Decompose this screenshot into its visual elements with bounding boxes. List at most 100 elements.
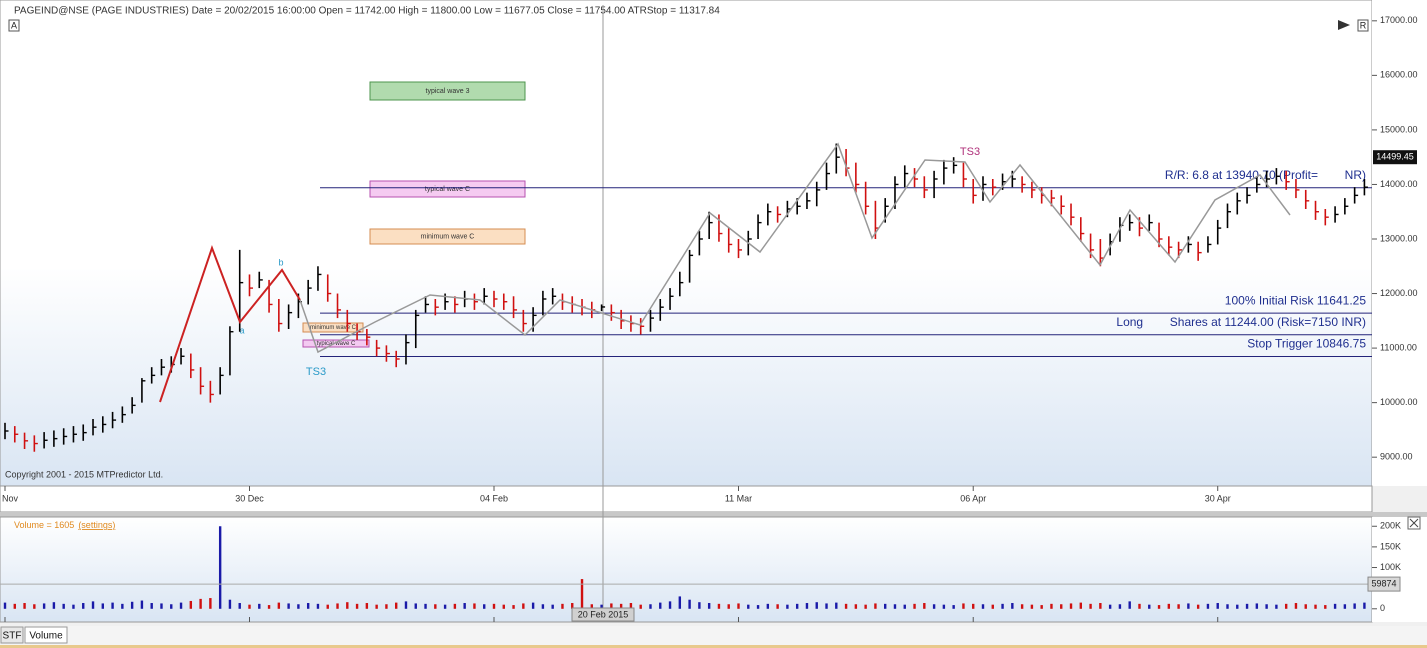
volume-bar	[1011, 603, 1014, 609]
volume-bar	[551, 604, 554, 609]
volume-bar	[1157, 605, 1161, 609]
volume-bar	[424, 603, 427, 609]
volume-bar	[835, 602, 838, 609]
volume-bar	[942, 604, 946, 609]
wave-line	[159, 245, 301, 403]
volume-bar	[776, 604, 779, 609]
volume-bar	[1177, 604, 1180, 609]
volume-bar	[1216, 603, 1219, 609]
wave-box	[302, 339, 370, 348]
volume-bar	[1294, 603, 1298, 609]
volume-bar	[864, 604, 867, 609]
y-tick-label: 14000.00	[1380, 179, 1418, 189]
volume-bar	[981, 604, 985, 609]
wave-box-label: minimum wave C	[310, 325, 357, 331]
y-tick-label: 150K	[1380, 541, 1401, 551]
volume-bar	[668, 601, 672, 609]
volume-bar	[473, 603, 476, 609]
wave-box	[369, 180, 526, 198]
volume-bar	[1148, 604, 1151, 609]
volume-bar	[932, 604, 936, 609]
y-tick-label: 10000.00	[1380, 397, 1418, 407]
volume-bar	[306, 603, 310, 609]
toggle-button[interactable]	[8, 19, 20, 32]
volume-bar	[150, 603, 153, 609]
volume-bar	[541, 604, 545, 609]
volume-bar	[903, 604, 906, 609]
volume-bar	[854, 604, 858, 609]
volume-bar	[1030, 604, 1034, 609]
volume-bar	[1206, 603, 1210, 609]
splitter	[0, 512, 1427, 517]
volume-bar	[170, 604, 173, 609]
tab-label: STF	[3, 631, 22, 642]
x-tick-label: 30 Dec	[235, 493, 264, 503]
volume-bar	[639, 604, 642, 609]
y-tick-label: 16000.00	[1380, 70, 1418, 80]
volume-bar	[483, 604, 486, 609]
toggle-button[interactable]	[1357, 19, 1369, 32]
volume-bar	[1226, 604, 1229, 609]
volume-bar	[766, 603, 770, 609]
volume-bar	[453, 603, 457, 609]
volume-bar	[82, 603, 85, 609]
volume-bar	[1069, 603, 1073, 609]
y-tick-label: 0	[1380, 603, 1385, 613]
volume-bar	[717, 603, 721, 609]
volume-bar	[884, 603, 887, 609]
x-tick-label: 11 Mar	[725, 493, 752, 503]
volume-bar	[1275, 604, 1278, 609]
volume-bar	[1118, 604, 1122, 609]
volume-bar	[463, 603, 466, 609]
volume-bar	[571, 603, 574, 609]
volume-bar	[140, 600, 144, 609]
tab[interactable]	[0, 626, 24, 644]
volume-bar	[199, 598, 202, 609]
y-tick-label: 15000.00	[1380, 124, 1418, 134]
toggle-label: R	[1360, 20, 1367, 30]
volume-bar	[786, 604, 789, 609]
volume-bar	[238, 603, 241, 609]
volume-bar	[23, 603, 26, 609]
annotations	[159, 142, 1291, 403]
volume-bar	[1196, 604, 1200, 609]
volume-bar	[13, 603, 16, 609]
level-label: Long Shares at 11244.00 (Risk=7150 INR)	[1116, 315, 1366, 329]
volume-bar	[1128, 601, 1131, 609]
volume-bar	[346, 602, 349, 609]
last-price-label: 14499.45	[1376, 152, 1414, 162]
copyright: Copyright 2001 - 2015 MTPredictor Ltd.	[5, 469, 163, 479]
settings-link[interactable]: (settings)	[78, 520, 115, 530]
volume-bar	[659, 602, 662, 609]
volume-bar	[492, 603, 496, 609]
play-icon[interactable]	[1338, 20, 1350, 30]
volume-bar	[121, 603, 124, 609]
volume-bar	[1167, 603, 1171, 609]
date-axis-bg	[0, 485, 1373, 513]
volume-bar	[33, 604, 36, 609]
volume-bar	[825, 603, 828, 609]
volume-bar	[610, 603, 613, 609]
x-tick-label: 06 Apr	[960, 493, 986, 503]
volume-bar	[1265, 604, 1268, 609]
volume-bar	[531, 602, 535, 609]
volume-bar	[522, 603, 525, 609]
volume-bar	[1050, 603, 1053, 609]
volume-bar	[414, 603, 417, 609]
volume-bar	[1060, 604, 1063, 609]
volume-bar	[756, 605, 760, 609]
volume-bar	[678, 596, 682, 609]
y-tick-label: 9000.00	[1380, 452, 1413, 462]
volume-bar	[72, 604, 75, 609]
volume-bar	[42, 603, 46, 609]
y-tick-label: 11000.00	[1380, 342, 1417, 352]
volume-bar	[1343, 604, 1347, 609]
volume-bar	[336, 603, 339, 609]
volume-panel	[0, 516, 1373, 623]
volume-bar	[874, 603, 877, 609]
volume-bar	[512, 605, 515, 609]
volume-bar	[228, 599, 232, 609]
tab[interactable]	[24, 626, 68, 644]
volume-bar	[267, 605, 271, 609]
x-tick-label: 04 Feb	[480, 493, 508, 503]
